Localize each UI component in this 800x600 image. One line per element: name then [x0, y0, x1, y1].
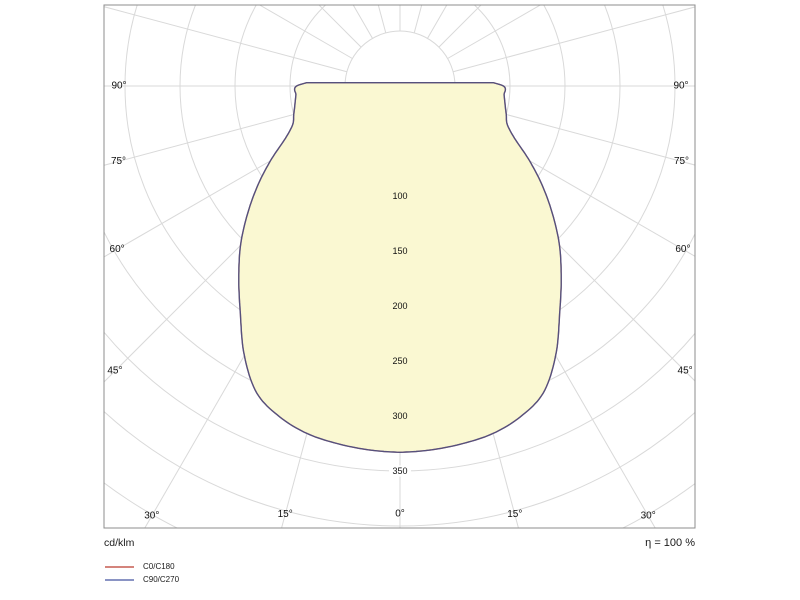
c90-c270-line-swatch: [105, 578, 134, 581]
angle-ray: [104, 99, 348, 166]
ring-label: 150: [392, 246, 407, 256]
ring-label-bg: [389, 190, 411, 202]
legend-item-c90-c270: C90/C270: [105, 573, 179, 586]
angle-label: 75°: [111, 156, 126, 167]
angle-ray: [447, 113, 695, 257]
angle-label: 60°: [110, 244, 125, 255]
ring-label-bg: [389, 355, 411, 367]
legend-item-label: C90/C270: [143, 575, 180, 584]
angle-label: 45°: [678, 366, 693, 377]
legend-item-c0-c180: C0/C180: [105, 560, 179, 573]
angle-ray: [452, 6, 695, 73]
legend-item-label: C0/C180: [143, 562, 175, 571]
angle-label: 15°: [507, 509, 522, 520]
angle-ray: [452, 99, 695, 166]
intensity-curve-c90-c270: [238, 82, 562, 454]
ring-label: 350: [392, 466, 407, 476]
c0-c180-line-swatch: [105, 565, 134, 568]
curve-legend: C0/C180 C90/C270: [105, 560, 179, 586]
angle-label: 90°: [673, 81, 688, 92]
ring-label: 250: [392, 356, 407, 366]
angle-label: 15°: [278, 509, 293, 520]
angle-ray: [104, 6, 348, 73]
angle-label: 75°: [674, 156, 689, 167]
ring-label: 200: [392, 301, 407, 311]
intensity-curve-c0-c180: [238, 82, 562, 453]
ring-label-bg: [389, 245, 411, 257]
angle-label: 30°: [144, 510, 159, 521]
angle-label: 0°: [395, 509, 405, 520]
ring-label-bg: [389, 410, 411, 422]
efficiency-label: η = 100 %: [645, 537, 695, 549]
chart-border: [103, 4, 696, 529]
ring-label-bg: [389, 465, 411, 477]
angle-label: 45°: [107, 366, 122, 377]
angle-label: 60°: [675, 244, 690, 255]
ring-label: 100: [392, 191, 407, 201]
ring-label-bg: [389, 300, 411, 312]
ring-label: 300: [392, 411, 407, 421]
angle-label: 90°: [111, 81, 126, 92]
unit-label: cd/klm: [104, 537, 135, 549]
angle-label: 30°: [641, 510, 656, 521]
angle-ray: [104, 113, 353, 258]
